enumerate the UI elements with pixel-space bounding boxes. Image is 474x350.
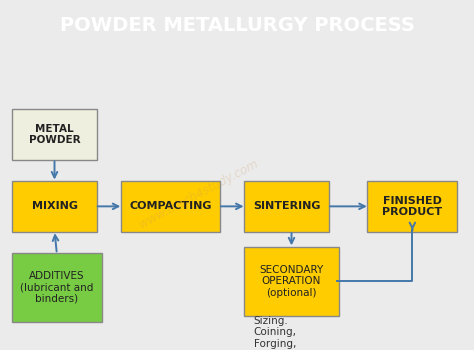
FancyBboxPatch shape	[244, 247, 339, 316]
Text: MIXING: MIXING	[31, 201, 78, 211]
FancyBboxPatch shape	[367, 181, 457, 232]
FancyBboxPatch shape	[12, 253, 102, 322]
Text: POWDER METALLURGY PROCESS: POWDER METALLURGY PROCESS	[60, 16, 414, 35]
Text: SECONDARY
OPERATION
(optional): SECONDARY OPERATION (optional)	[259, 265, 324, 298]
FancyBboxPatch shape	[121, 181, 220, 232]
Text: Sizing.
Coining,
Forging,
Infiltration etc.: Sizing. Coining, Forging, Infiltration e…	[254, 316, 331, 350]
Text: www.mech4study.com: www.mech4study.com	[137, 158, 261, 231]
Text: SINTERING: SINTERING	[253, 201, 320, 211]
FancyBboxPatch shape	[244, 181, 329, 232]
Text: METAL
POWDER: METAL POWDER	[29, 124, 80, 145]
FancyBboxPatch shape	[12, 109, 97, 160]
Text: COMPACTING: COMPACTING	[129, 201, 212, 211]
Text: ADDITIVES
(lubricant and
binders): ADDITIVES (lubricant and binders)	[20, 271, 93, 304]
FancyBboxPatch shape	[12, 181, 97, 232]
Text: FINISHED
PRODUCT: FINISHED PRODUCT	[383, 196, 442, 217]
